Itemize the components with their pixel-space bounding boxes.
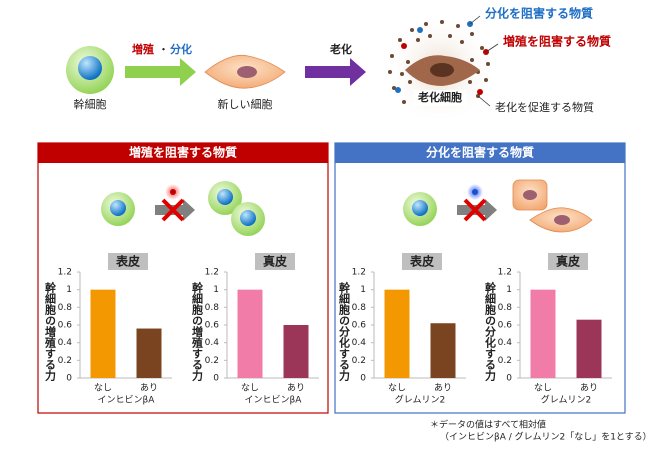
y-tick-label: 0.4 (352, 338, 367, 348)
panel-title: 増殖を阻害する物質 (129, 145, 237, 160)
bar (576, 319, 602, 378)
y-tick-label: 1 (66, 285, 72, 295)
y-tick-label: 0.8 (58, 303, 73, 313)
y-tick-label: 0 (506, 374, 512, 384)
label: 幹細胞 (74, 97, 107, 111)
leader (485, 43, 499, 53)
x-axis-label: グレムリン2 (541, 394, 592, 406)
aged-cell (385, 15, 495, 125)
y-tick-label: 0.2 (352, 356, 366, 366)
y-tick-label: 1.2 (58, 268, 72, 278)
y-tick-label: 1 (360, 285, 366, 295)
leader (477, 95, 491, 107)
bar (136, 328, 162, 378)
label: 分化を阻害する物質 (485, 6, 593, 21)
bar (384, 289, 410, 378)
arrow (125, 58, 196, 86)
chart-title: 表皮 (115, 254, 140, 269)
y-tick-label: 1.2 (205, 268, 219, 278)
new-cell (204, 54, 286, 89)
panel-header (335, 143, 625, 163)
note: ＊データの値はすべて相対値 (430, 419, 546, 431)
x-tick-label: なし (94, 383, 112, 394)
label: 新しい細胞 (218, 97, 273, 111)
x-tick-label: あり (287, 383, 305, 394)
x-tick-label: あり (434, 383, 452, 394)
y-tick-label: 0.2 (205, 356, 219, 366)
y-tick-label: 0.8 (205, 303, 220, 313)
label: 分化 (170, 42, 192, 56)
y-tick-label: 1 (506, 285, 512, 295)
y-tick-label: 1 (213, 285, 219, 295)
x-tick-label: なし (534, 383, 552, 394)
y-tick-label: 0.4 (205, 338, 220, 348)
chart-title-box (255, 253, 295, 270)
label: ・ (158, 43, 169, 56)
y-tick-label: 0.4 (58, 338, 73, 348)
x-axis-label: インヒビンβA (245, 395, 303, 406)
bar (430, 323, 456, 378)
chart-title-box (108, 253, 148, 270)
label: 増殖を阻害する物質 (503, 34, 611, 49)
y-tick-label: 1.2 (352, 268, 366, 278)
panel (37, 142, 329, 414)
x-tick-label: あり (140, 383, 158, 394)
y-axis-label: 幹細胞の増殖する力 (191, 281, 205, 382)
chart-title: 表皮 (409, 254, 434, 269)
label: 老化 (329, 42, 352, 56)
y-tick-label: 0.2 (498, 356, 512, 366)
chart-title-box (402, 253, 442, 270)
y-tick-label: 0 (66, 374, 72, 384)
y-axis-label: 幹細胞の分化する力 (484, 281, 497, 382)
bar (530, 289, 556, 378)
y-tick-label: 0.6 (498, 321, 513, 331)
y-tick-label: 0 (360, 374, 366, 384)
y-tick-label: 0.8 (498, 303, 513, 313)
y-tick-label: 0.2 (58, 356, 72, 366)
x-tick-label: なし (241, 383, 259, 394)
x-axis-label: グレムリン2 (395, 394, 446, 406)
bar (90, 289, 116, 378)
y-axis-label: 幹細胞の増殖する力 (44, 281, 58, 382)
y-tick-label: 0.8 (352, 303, 367, 313)
arrow (305, 58, 366, 86)
stem-cell (66, 46, 114, 94)
panel-title: 分化を阻害する物質 (426, 145, 534, 160)
x-axis-label: インヒビンβA (98, 395, 156, 406)
label: 増殖 (132, 42, 154, 56)
bar (237, 289, 263, 378)
chart-title-box (548, 253, 588, 270)
y-tick-label: 0 (213, 374, 219, 384)
panel-header (38, 143, 328, 163)
y-axis-label: 幹細胞の分化する力 (338, 281, 351, 382)
label: 老化を促進する物質 (495, 100, 594, 114)
y-tick-label: 0.6 (205, 321, 220, 331)
bar (283, 325, 309, 378)
note: （インヒビンβA / グレムリン2「なし」を1とする） (440, 431, 650, 443)
chart-title: 真皮 (556, 254, 580, 269)
y-tick-label: 1.2 (498, 268, 512, 278)
y-tick-label: 0.6 (352, 321, 367, 331)
x-tick-label: なし (388, 383, 406, 394)
chart-title: 真皮 (263, 254, 287, 269)
leader (469, 15, 481, 25)
x-tick-label: あり (580, 383, 598, 394)
y-tick-label: 0.4 (498, 338, 513, 348)
illustration (101, 179, 593, 236)
y-tick-label: 0.6 (58, 321, 73, 331)
label: 老化細胞 (417, 90, 462, 104)
